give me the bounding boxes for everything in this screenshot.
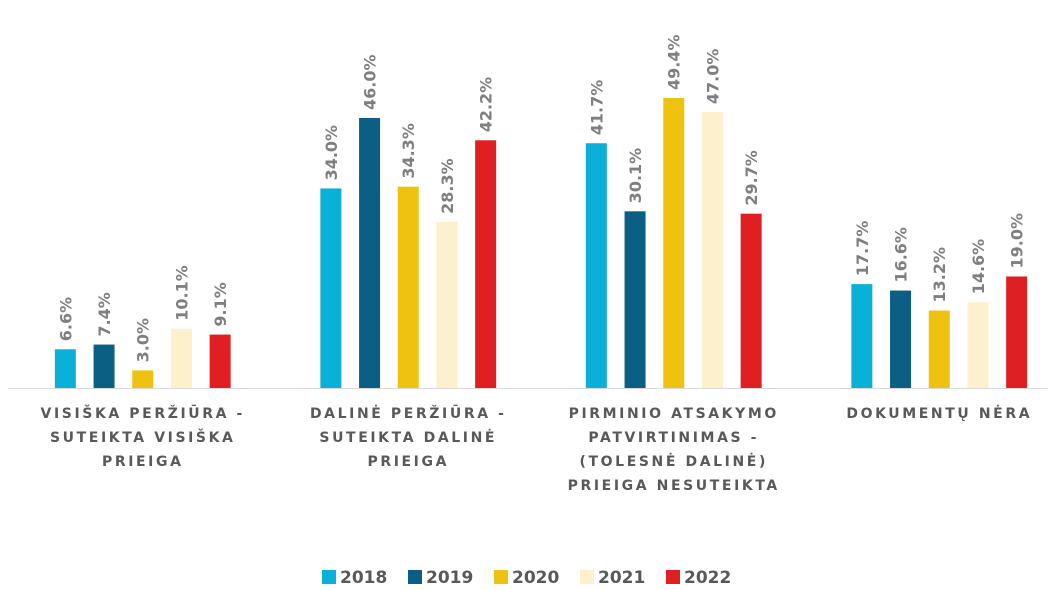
category-label: DOKUMENTŲ NĖRA <box>846 406 1033 422</box>
legend-swatch <box>494 570 508 584</box>
value-label: 46.0% <box>361 54 380 110</box>
value-label: 7.4% <box>95 292 114 336</box>
value-label: 49.4% <box>665 35 684 91</box>
bar <box>851 284 873 388</box>
bar <box>475 140 497 388</box>
bar <box>585 143 607 388</box>
value-label: 13.2% <box>930 247 949 303</box>
bar <box>436 221 458 388</box>
value-label: 17.7% <box>853 221 872 277</box>
bar <box>663 98 685 388</box>
value-label: 10.1% <box>172 265 191 321</box>
value-label: 34.3% <box>399 123 418 179</box>
legend-swatch <box>666 570 680 584</box>
bar <box>320 188 342 388</box>
value-label: 47.0% <box>703 49 722 105</box>
value-label: 9.1% <box>211 282 230 326</box>
bar <box>624 211 646 388</box>
legend-label: 2020 <box>512 568 559 588</box>
bar <box>397 186 419 388</box>
value-label: 6.6% <box>56 297 75 341</box>
bar <box>170 328 192 388</box>
bar <box>928 310 950 388</box>
value-label: 41.7% <box>587 80 606 136</box>
bar <box>740 213 762 388</box>
bar <box>359 117 381 388</box>
value-label: 16.6% <box>892 227 911 283</box>
bar <box>132 370 154 388</box>
bar <box>1006 276 1028 388</box>
value-label: 42.2% <box>477 77 496 133</box>
bar <box>93 344 115 388</box>
bar <box>209 334 231 388</box>
legend-label: 2018 <box>340 568 387 588</box>
category-label: VISIŠKA PERŽIŪRA - SUTEIKTA VISIŠKA PRIE… <box>40 406 245 470</box>
legend-swatch <box>408 570 422 584</box>
value-label: 3.0% <box>134 318 153 362</box>
category-label: PIRMINIO ATSAKYMO PATVIRTINIMAS - (TOLES… <box>567 406 780 494</box>
value-label: 34.0% <box>322 125 341 181</box>
value-label: 14.6% <box>969 239 988 295</box>
legend-label: 2019 <box>426 568 473 588</box>
value-label: 30.1% <box>626 148 645 204</box>
bar <box>967 302 989 388</box>
legend-label: 2022 <box>684 568 731 588</box>
legend-swatch <box>322 570 336 584</box>
bar <box>701 112 723 389</box>
value-label: 29.7% <box>742 150 761 206</box>
value-label: 28.3% <box>438 158 457 214</box>
category-label: DALINĖ PERŽIŪRA - SUTEIKTA DALINĖ PRIEIG… <box>309 406 507 470</box>
legend-label: 2021 <box>598 568 645 588</box>
legend-swatch <box>580 570 594 584</box>
bar <box>890 290 912 388</box>
value-label: 19.0% <box>1008 213 1027 269</box>
bar <box>54 349 76 388</box>
